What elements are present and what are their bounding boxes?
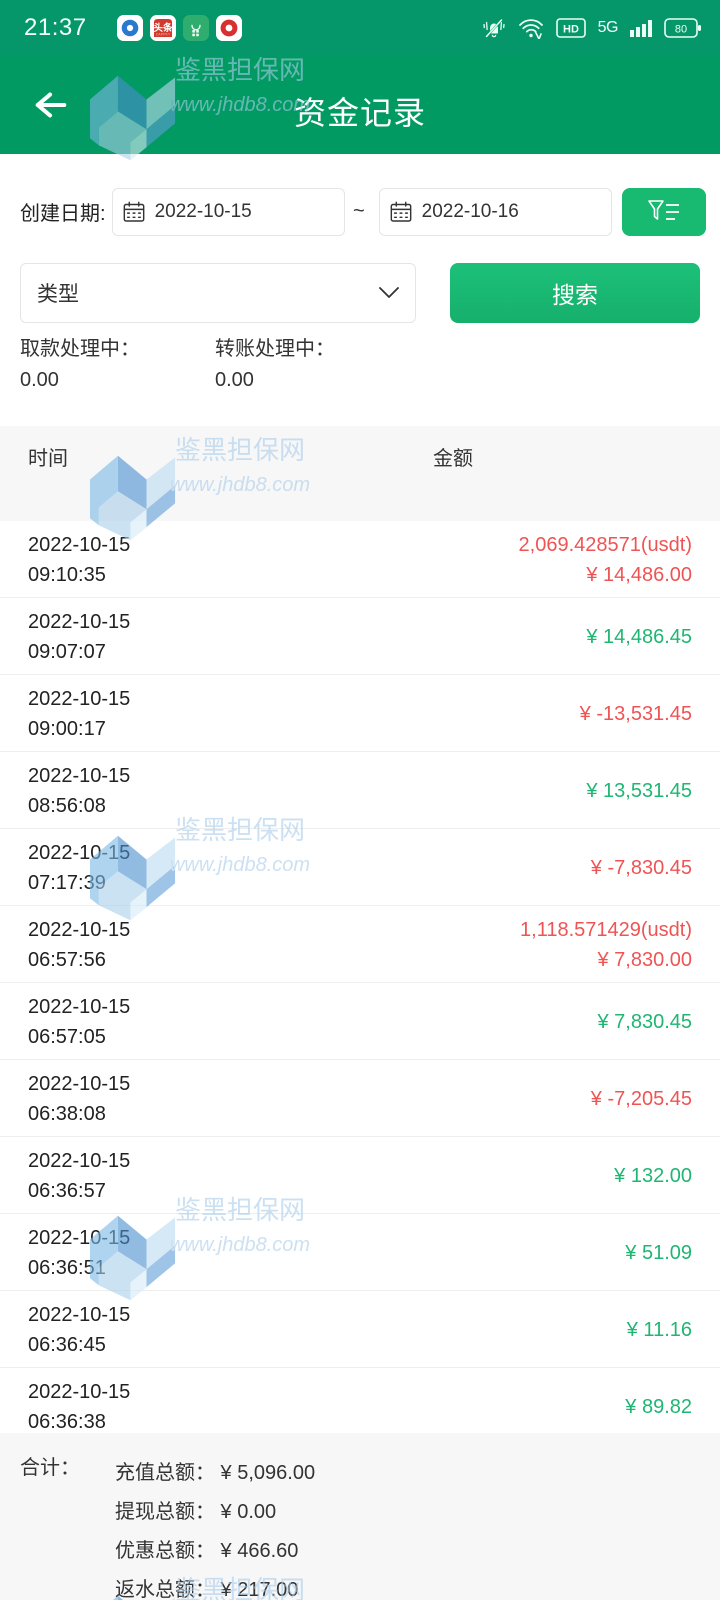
svg-text:HD: HD: [563, 24, 579, 36]
svg-text:80: 80: [675, 24, 687, 36]
svg-text:CAPPKY: CAPPKY: [155, 33, 170, 37]
